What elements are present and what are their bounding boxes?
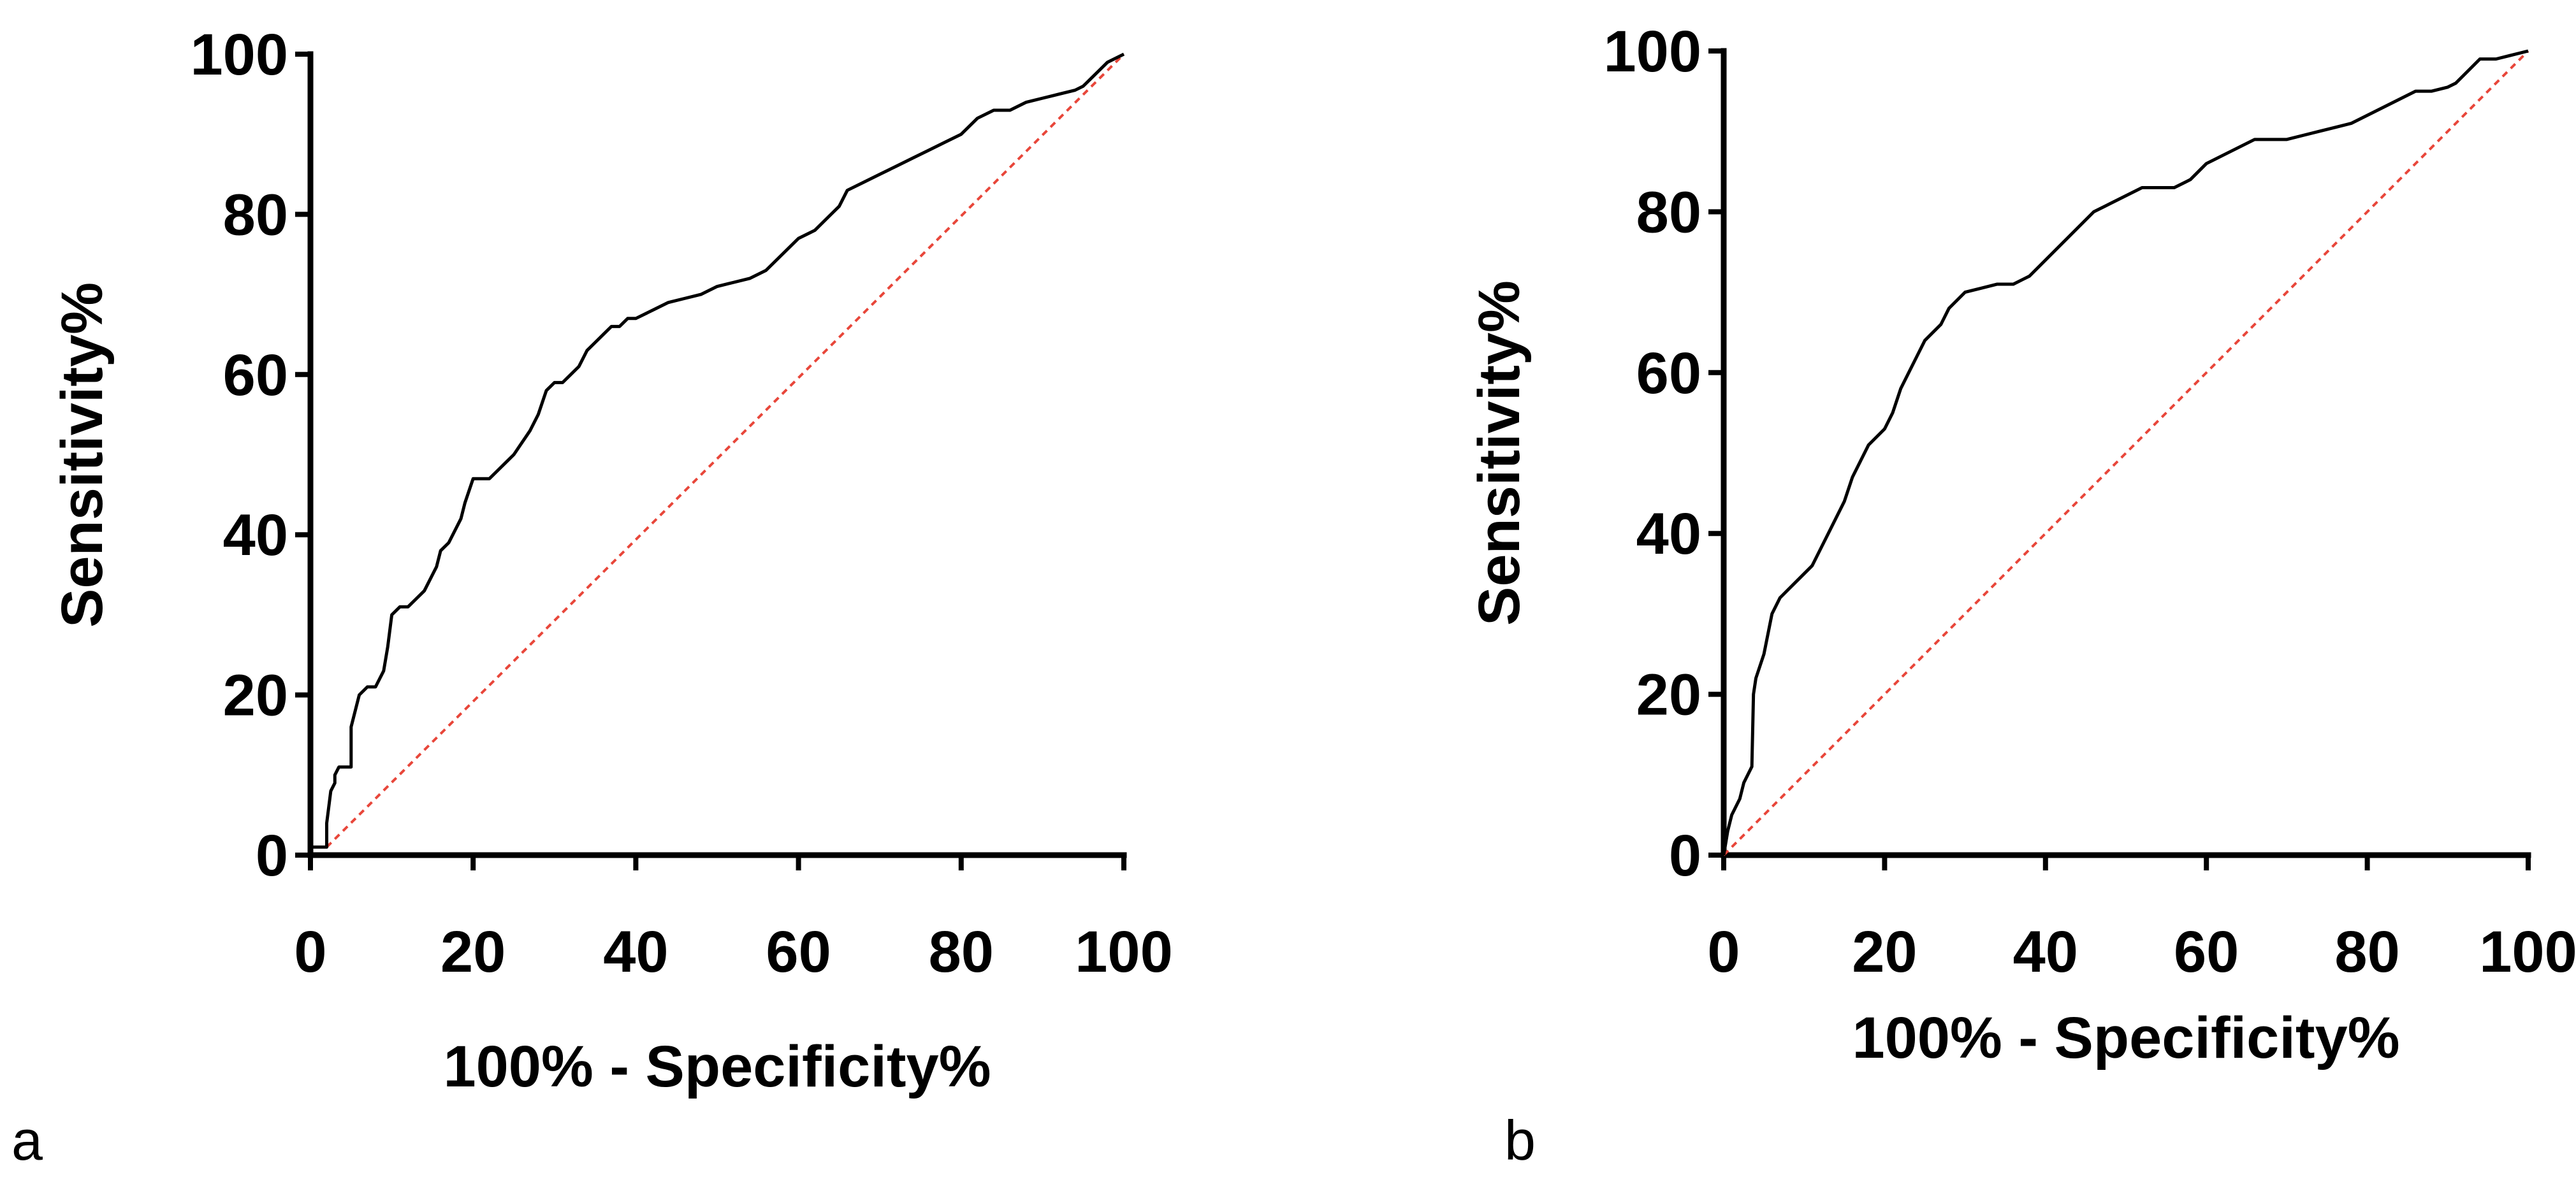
x-tick-label: 100 <box>2479 919 2576 984</box>
y-tick-label: 80 <box>223 182 288 247</box>
x-tick-label: 20 <box>1852 919 1917 984</box>
panel-b: 0 20 40 60 80 100 0 20 40 60 80 100 Sensitivity% 100%… <box>1467 19 2576 1172</box>
y-tick-label: 40 <box>223 503 288 568</box>
y-axis-title: Sensitivity% <box>1467 280 1532 626</box>
y-tick-label: 80 <box>1636 180 1701 245</box>
x-axis-title: 100% - Specificity% <box>443 1034 991 1099</box>
reference-line <box>326 53 1125 848</box>
panel-label: a <box>11 1109 43 1172</box>
y-axis-title: Sensitivity% <box>50 282 115 628</box>
roc-curve <box>1722 49 2529 856</box>
x-tick-label: 0 <box>1707 919 1740 984</box>
x-tick-label: 40 <box>603 919 668 984</box>
x-tick-label: 80 <box>929 919 994 984</box>
x-tick-label: 100 <box>1075 919 1173 984</box>
roc-curve <box>310 52 1125 849</box>
x-axis-title: 100% - Specificity% <box>1852 1005 2399 1070</box>
y-tick-label: 60 <box>223 343 288 408</box>
y-tick-label: 100 <box>1604 19 1702 84</box>
y-tick-label: 0 <box>1669 823 1701 888</box>
x-tick-label: 40 <box>2013 919 2078 984</box>
reference-line <box>1722 50 2529 856</box>
y-tick-label: 0 <box>256 823 288 888</box>
x-tick-label: 60 <box>2174 919 2239 984</box>
y-tick-label: 20 <box>1636 663 1701 728</box>
y-tick-label: 100 <box>191 22 289 87</box>
x-tick-label: 20 <box>440 919 506 984</box>
y-tick-label: 40 <box>1636 501 1701 566</box>
x-tick-label: 60 <box>766 919 831 984</box>
y-tick-label: 60 <box>1636 341 1701 406</box>
panel-a: 0 20 40 60 80 100 0 20 40 60 80 100 Sensitivity% 100%… <box>11 22 1173 1172</box>
x-tick-label: 0 <box>294 919 326 984</box>
x-tick-label: 80 <box>2334 919 2399 984</box>
y-tick-label: 20 <box>223 663 288 728</box>
panel-label: b <box>1504 1109 1536 1172</box>
